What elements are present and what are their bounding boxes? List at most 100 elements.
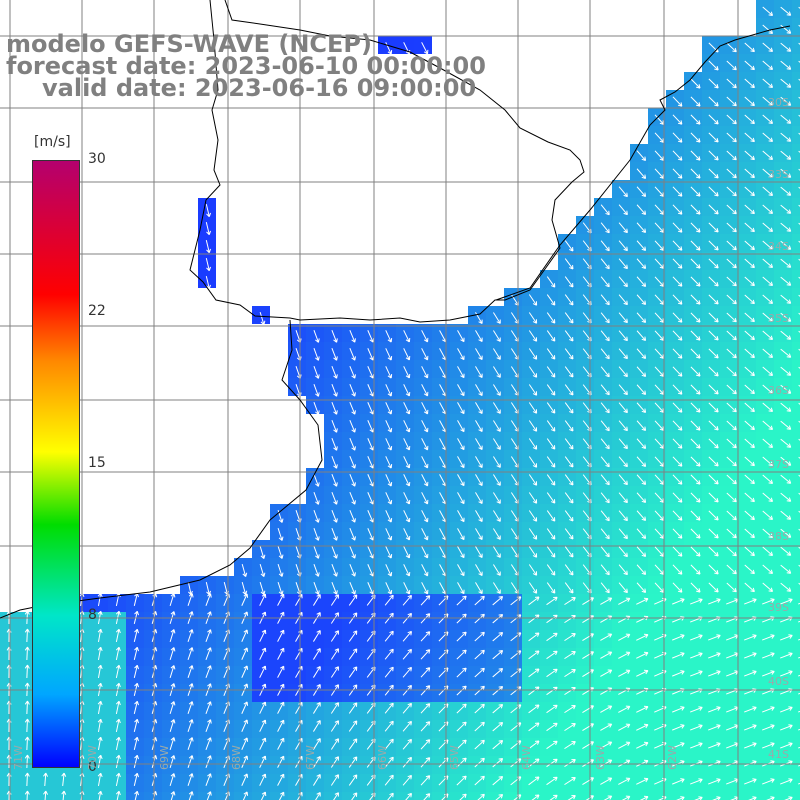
wind-arrow (690, 510, 701, 521)
wind-arrow (61, 772, 67, 787)
wind-arrow (618, 222, 628, 234)
wind-arrow (780, 258, 792, 268)
wind-arrow (564, 474, 574, 486)
lon-label: 71W (12, 745, 25, 770)
wind-arrow (546, 384, 556, 396)
wind-arrow (402, 720, 413, 732)
wind-arrow (708, 78, 719, 89)
wind-arrow (780, 168, 792, 178)
wind-arrow (349, 420, 356, 433)
wind-arrow (636, 294, 647, 306)
wind-arrow (403, 366, 411, 379)
wind-arrow (726, 582, 737, 593)
wind-arrow (405, 792, 413, 800)
wind-arrow (385, 564, 393, 577)
wind-cell (792, 414, 800, 432)
wind-arrow (636, 546, 647, 558)
wind-cell (756, 792, 774, 800)
wind-arrow (402, 666, 413, 678)
wind-arrow (780, 348, 792, 358)
wind-arrow (475, 402, 483, 415)
wind-cell (702, 792, 720, 800)
wind-arrow (459, 793, 467, 800)
wind-arrow (762, 652, 775, 659)
wind-arrow (636, 222, 647, 234)
wind-arrow (600, 582, 610, 594)
wind-arrow (205, 257, 211, 272)
wind-arrow (492, 564, 501, 576)
wind-arrow (708, 222, 719, 233)
wind-arrow (492, 546, 501, 558)
wind-arrow (169, 593, 176, 607)
wind-arrow (636, 597, 649, 605)
wind-cell (792, 252, 800, 270)
wind-arrow (421, 438, 429, 451)
wind-arrow (672, 778, 685, 785)
wind-arrow (618, 312, 628, 324)
wind-cell (792, 360, 800, 378)
wind-arrow (600, 258, 610, 270)
wind-arrow (636, 240, 647, 252)
wind-arrow (385, 474, 393, 487)
wind-arrow (780, 384, 792, 394)
wind-arrow (708, 330, 719, 341)
wind-arrow (744, 474, 755, 485)
valid-date: valid date: 2023-06-16 09:00:00 (42, 74, 477, 102)
wind-arrow (672, 240, 683, 251)
wind-arrow (744, 438, 755, 449)
wind-arrow (349, 528, 356, 541)
wind-arrow (546, 276, 556, 288)
wind-arrow (134, 790, 140, 800)
wind-arrow (618, 510, 628, 522)
wind-arrow (133, 736, 140, 751)
wind-arrow (169, 737, 176, 751)
wind-vectors (6, 6, 800, 800)
wind-arrow (43, 772, 49, 787)
wind-arrow (600, 777, 613, 785)
wind-arrow (330, 756, 340, 768)
wind-arrow (744, 420, 755, 431)
wind-arrow (385, 402, 393, 415)
wind-arrow (492, 312, 501, 324)
wind-arrow (331, 366, 338, 379)
wind-arrow (744, 402, 755, 413)
wind-arrow (456, 721, 467, 732)
wind-arrow (762, 6, 774, 17)
forecast-date: forecast date: 2023-06-10 00:00:00 (6, 52, 486, 80)
wind-arrow (567, 795, 576, 800)
wind-arrow (672, 528, 683, 539)
wind-arrow (762, 96, 774, 107)
wind-arrow (475, 330, 483, 343)
wind-arrow (97, 646, 103, 661)
wind-arrow (169, 701, 176, 715)
wind-cell (144, 792, 162, 800)
wind-arrow (639, 795, 649, 800)
wind-arrow (241, 719, 249, 732)
wind-arrow (672, 598, 685, 605)
wind-arrow (457, 420, 465, 433)
wind-arrow (780, 670, 793, 677)
wind-arrow (618, 474, 628, 486)
wind-arrow (259, 581, 266, 595)
wind-arrow (726, 240, 737, 251)
wind-arrow (205, 737, 212, 750)
wind-arrow (259, 719, 267, 732)
wind-arrow (187, 719, 194, 732)
wind-arrow (672, 402, 683, 413)
wind-arrow (708, 474, 719, 485)
wind-arrow (762, 384, 774, 395)
wind-cell (468, 792, 486, 800)
wind-arrow (241, 563, 248, 577)
wind-arrow (618, 456, 628, 468)
wind-arrow (387, 792, 394, 800)
wind-arrow (564, 582, 574, 594)
wind-arrow (726, 258, 737, 269)
wind-cell (792, 234, 800, 252)
wind-arrow (492, 402, 501, 414)
wind-arrow (241, 701, 249, 714)
wind-arrow (726, 456, 737, 467)
wind-arrow (457, 564, 465, 577)
wind-arrow (331, 438, 338, 451)
wind-arrow (133, 718, 140, 733)
wind-arrow (205, 701, 212, 714)
